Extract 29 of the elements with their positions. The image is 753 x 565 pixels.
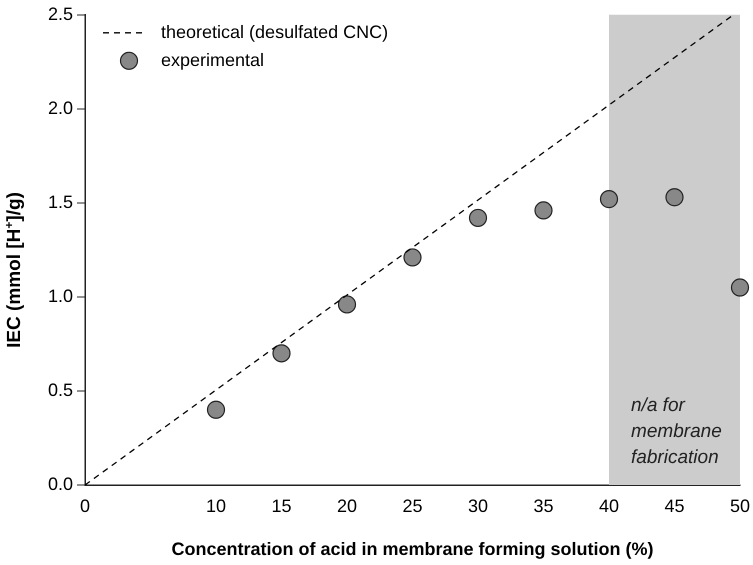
x-tick-label: 20	[336, 496, 358, 516]
y-tick-label: 1.5	[48, 192, 73, 212]
point	[338, 295, 356, 314]
x-tick-label: 30	[468, 496, 488, 516]
y-tick-label: 2.5	[48, 4, 73, 24]
x-tick-label: 15	[271, 496, 292, 516]
y-tick-label: 2.0	[48, 98, 73, 118]
x-axis-title: Concentration of acid in membrane forming solution (%)	[171, 539, 654, 560]
point	[665, 188, 684, 206]
x-tick-label: 40	[598, 496, 620, 516]
legend-label: experimental	[161, 50, 264, 70]
band-label: n/a for membrane fabrication	[630, 395, 722, 468]
x-tick-label: 25	[402, 496, 423, 516]
point	[600, 190, 618, 208]
point	[272, 344, 291, 362]
x-tick-label: 10	[206, 496, 226, 516]
point	[534, 201, 553, 220]
point	[403, 248, 422, 267]
y-tick-label: 0.0	[48, 474, 73, 494]
x-tick-label: 50	[730, 496, 750, 516]
y-tick-label: 1.0	[48, 286, 73, 306]
x-tick-label: 0	[80, 496, 90, 516]
y-tick-label: 0.5	[48, 380, 73, 400]
x-tick-label: 45	[664, 496, 685, 516]
legend-label: theoretical (desulfated CNC)	[161, 22, 388, 42]
point	[206, 400, 226, 419]
point	[730, 278, 750, 297]
point	[468, 208, 488, 228]
x-tick-label: 35	[533, 496, 554, 516]
